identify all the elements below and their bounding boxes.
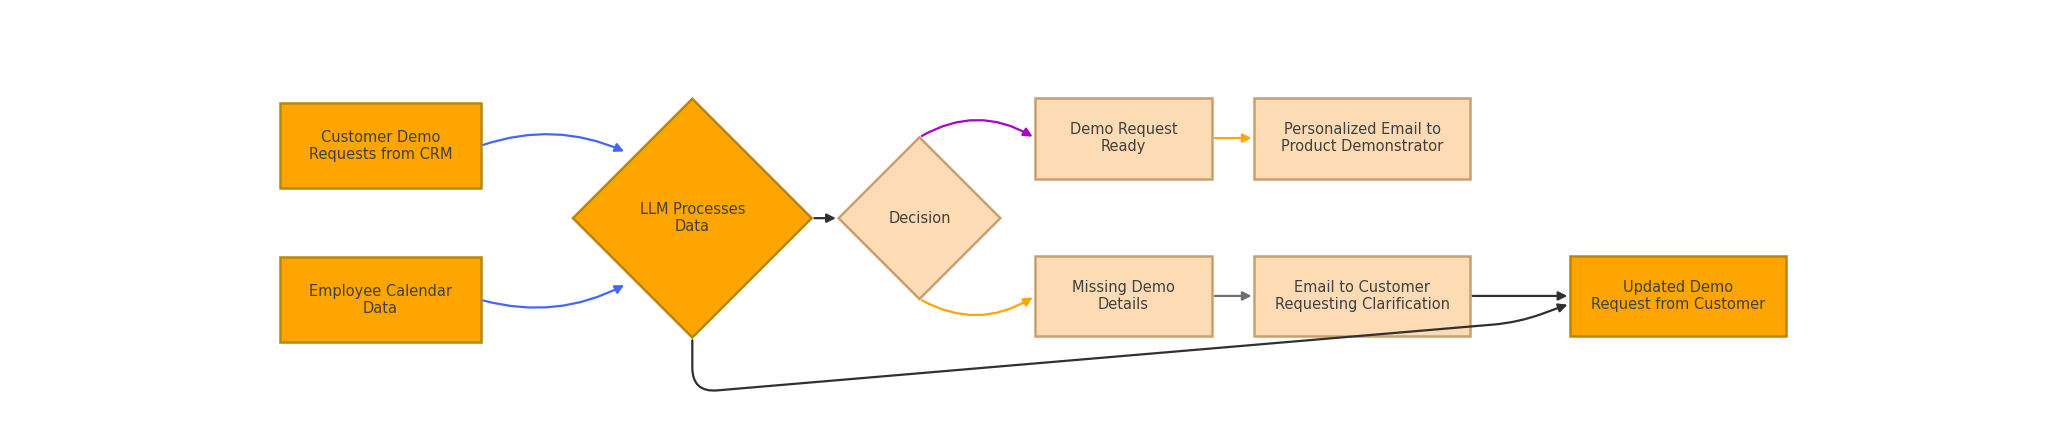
Text: Updated Demo
Request from Customer: Updated Demo Request from Customer [1591,280,1765,312]
FancyBboxPatch shape [1255,98,1470,178]
Text: Decision: Decision [889,211,950,226]
FancyBboxPatch shape [1034,255,1212,337]
FancyBboxPatch shape [281,257,481,342]
Text: Missing Demo
Details: Missing Demo Details [1071,280,1176,312]
FancyBboxPatch shape [281,103,481,188]
FancyBboxPatch shape [1255,255,1470,337]
Polygon shape [573,99,811,337]
Text: Demo Request
Ready: Demo Request Ready [1069,122,1178,154]
Text: Customer Demo
Requests from CRM: Customer Demo Requests from CRM [309,130,453,162]
Text: Employee Calendar
Data: Employee Calendar Data [309,283,453,316]
FancyBboxPatch shape [1034,98,1212,178]
Text: Email to Customer
Requesting Clarification: Email to Customer Requesting Clarificati… [1274,280,1450,312]
Text: Personalized Email to
Product Demonstrator: Personalized Email to Product Demonstrat… [1282,122,1444,154]
Text: LLM Processes
Data: LLM Processes Data [639,202,745,234]
Polygon shape [838,137,999,299]
FancyBboxPatch shape [1571,255,1786,337]
